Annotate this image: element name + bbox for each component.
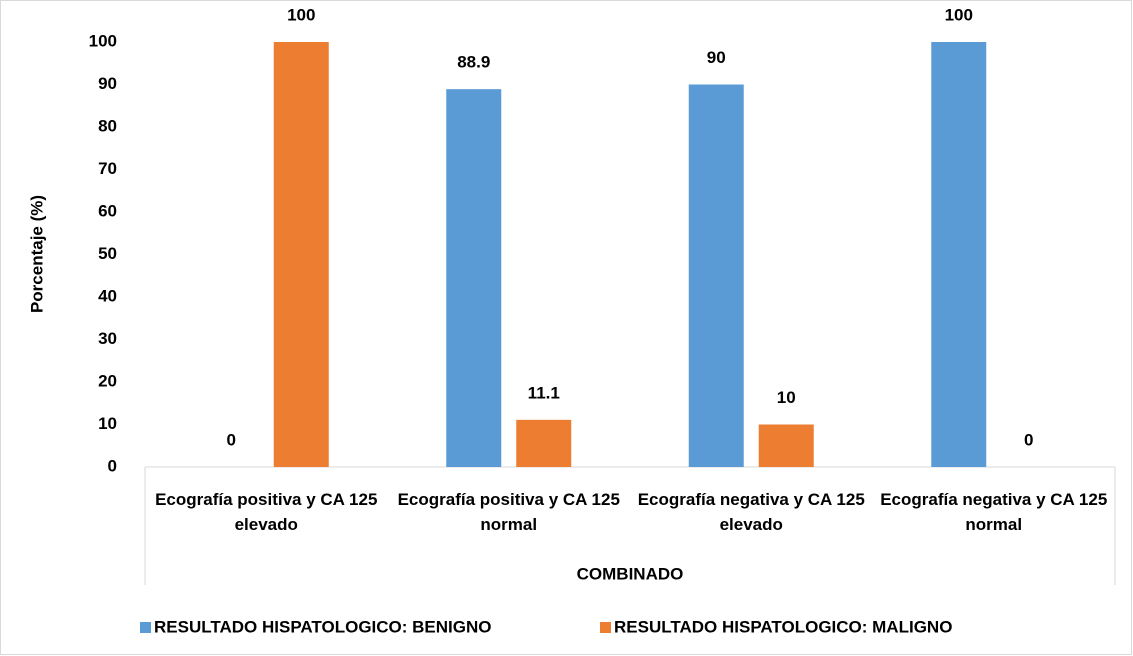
bar: [273, 42, 329, 467]
y-axis-title: Porcentaje (%): [27, 195, 46, 313]
bar: [516, 419, 572, 467]
y-tick-label: 50: [98, 244, 117, 263]
y-tick-label: 0: [108, 456, 117, 475]
data-label: 100: [287, 5, 315, 24]
y-tick-label: 40: [98, 286, 117, 305]
legend-label: RESULTADO HISPATOLOGICO: BENIGNO: [154, 617, 492, 636]
data-label: 10: [777, 388, 796, 407]
bar: [931, 42, 987, 467]
x-tick-label: Ecografía negativa y CA 125 normal: [880, 490, 1108, 534]
data-label: 0: [1024, 430, 1033, 449]
data-label: 100: [945, 5, 973, 24]
data-label: 11.1: [528, 383, 560, 402]
y-tick-label: 70: [98, 159, 117, 178]
bar: [446, 89, 502, 468]
x-tick-label: Ecografía positiva y CA 125 elevado: [155, 490, 378, 534]
bar: [688, 84, 744, 467]
x-tick-label: Ecografía positiva y CA 125 normal: [397, 490, 620, 534]
y-tick-label: 100: [89, 31, 117, 50]
y-tick-label: 90: [98, 74, 117, 93]
data-label: 90: [707, 48, 726, 67]
data-label: 88.9: [457, 53, 490, 72]
y-tick-label: 20: [98, 371, 117, 390]
x-tick-label: Ecografía negativa y CA 125 elevado: [637, 490, 865, 534]
x-axis-title: COMBINADO: [577, 564, 684, 583]
y-tick-label: 80: [98, 116, 117, 135]
legend-label: RESULTADO HISPATOLOGICO: MALIGNO: [614, 617, 952, 636]
y-tick-label: 10: [98, 414, 117, 433]
legend-swatch: [600, 622, 611, 633]
bar: [758, 424, 814, 467]
y-tick-label: 30: [98, 329, 117, 348]
data-label: 0: [227, 430, 236, 449]
legend-swatch: [140, 622, 151, 633]
y-tick-label: 60: [98, 201, 117, 220]
